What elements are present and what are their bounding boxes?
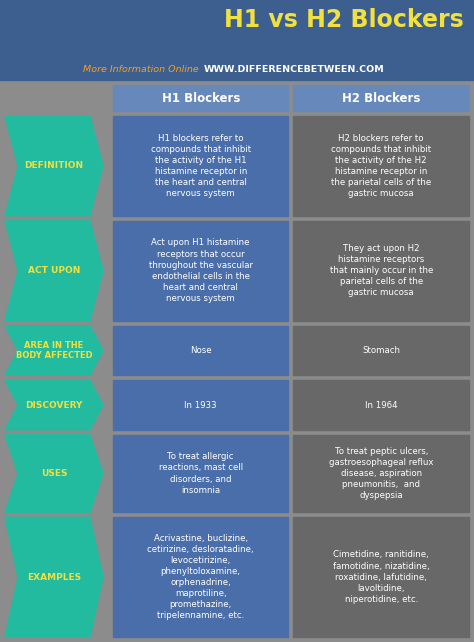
Text: H1 blockers refer to
compounds that inhibit
the activity of the H1
histamine rec: H1 blockers refer to compounds that inhi… [151, 134, 251, 198]
Text: To treat peptic ulcers,
gastroesophageal reflux
disease, aspiration
pneumonitis,: To treat peptic ulcers, gastroesophageal… [329, 447, 434, 500]
FancyBboxPatch shape [113, 221, 289, 320]
FancyBboxPatch shape [293, 116, 469, 216]
FancyBboxPatch shape [293, 435, 469, 512]
FancyBboxPatch shape [293, 221, 469, 320]
FancyBboxPatch shape [113, 435, 289, 512]
Text: To treat allergic
reactions, mast cell
disorders, and
insomnia: To treat allergic reactions, mast cell d… [159, 453, 243, 495]
Polygon shape [5, 517, 103, 637]
Text: Nose: Nose [190, 346, 211, 355]
Text: H1 Blockers: H1 Blockers [162, 92, 240, 105]
Text: Act upon H1 histamine
receptors that occur
throughout the vascular
endothelial c: Act upon H1 histamine receptors that occ… [149, 238, 253, 303]
Text: Acrivastine, buclizine,
cetirizine, desloratadine,
levocetirizine,
phenyltoloxam: Acrivastine, buclizine, cetirizine, desl… [147, 534, 254, 620]
FancyBboxPatch shape [113, 85, 289, 111]
Polygon shape [5, 380, 103, 429]
Text: They act upon H2
histamine receptors
that mainly occur in the
parietal cells of : They act upon H2 histamine receptors tha… [329, 244, 433, 297]
Polygon shape [5, 435, 103, 512]
Text: DISCOVERY: DISCOVERY [25, 401, 82, 410]
FancyBboxPatch shape [293, 85, 469, 111]
Text: DEFINITION: DEFINITION [25, 161, 83, 170]
Polygon shape [5, 221, 103, 320]
FancyBboxPatch shape [113, 380, 289, 429]
Text: AREA IN THE
BODY AFFECTED: AREA IN THE BODY AFFECTED [16, 341, 92, 360]
FancyBboxPatch shape [113, 116, 289, 216]
FancyBboxPatch shape [0, 0, 474, 80]
Text: EXAMPLES: EXAMPLES [27, 573, 81, 582]
Polygon shape [5, 116, 103, 216]
Text: WWW.DIFFERENCEBETWEEN.COM: WWW.DIFFERENCEBETWEEN.COM [204, 65, 384, 74]
FancyBboxPatch shape [113, 325, 289, 375]
FancyBboxPatch shape [113, 517, 289, 637]
Text: More Information Online: More Information Online [83, 65, 199, 74]
FancyBboxPatch shape [293, 325, 469, 375]
Text: USES: USES [41, 469, 67, 478]
FancyBboxPatch shape [293, 517, 469, 637]
Polygon shape [5, 325, 103, 375]
Text: H2 Blockers: H2 Blockers [342, 92, 420, 105]
Text: Cimetidine, ranitidine,
famotidine, nizatidine,
roxatidine, lafutidine,
lavoltid: Cimetidine, ranitidine, famotidine, niza… [333, 550, 429, 604]
Text: H2 blockers refer to
compounds that inhibit
the activity of the H2
histamine rec: H2 blockers refer to compounds that inhi… [331, 134, 431, 198]
Text: Stomach: Stomach [362, 346, 400, 355]
Text: H1 vs H2 Blockers: H1 vs H2 Blockers [224, 8, 464, 32]
Text: In 1964: In 1964 [365, 401, 398, 410]
Text: ACT UPON: ACT UPON [28, 266, 80, 275]
Text: In 1933: In 1933 [184, 401, 217, 410]
FancyBboxPatch shape [293, 380, 469, 429]
